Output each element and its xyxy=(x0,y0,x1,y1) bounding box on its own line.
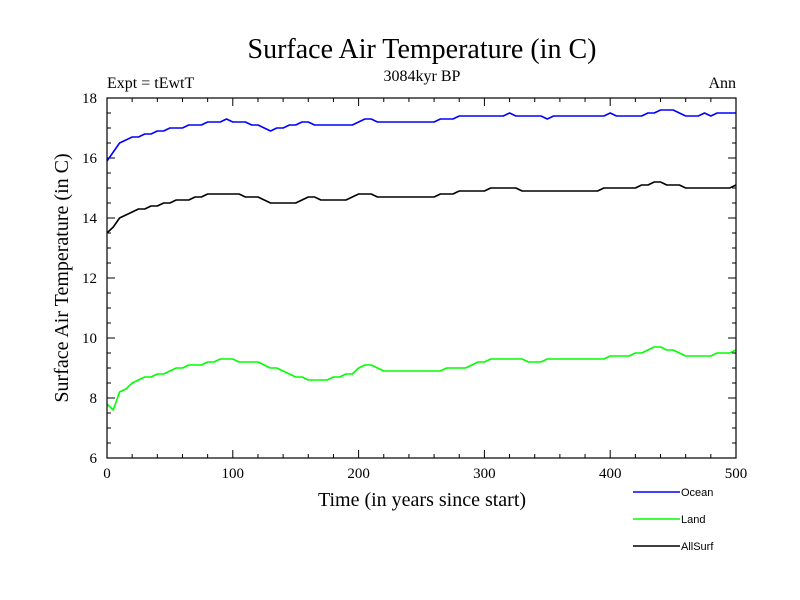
x-tick-label: 300 xyxy=(473,466,496,482)
x-tick-label: 400 xyxy=(599,466,622,482)
x-tick-label: 0 xyxy=(103,466,111,482)
series-layer xyxy=(106,109,737,411)
y-tick-label: 18 xyxy=(82,91,97,107)
legend-label-land: Land xyxy=(681,514,705,526)
x-axis-label: Time (in years since start) xyxy=(318,489,526,511)
series-line-ocean xyxy=(106,109,736,162)
y-tick-label: 8 xyxy=(90,391,98,407)
x-tick-label: 100 xyxy=(222,466,245,482)
legend-label-allsurf: AllSurf xyxy=(681,541,714,553)
legend-label-ocean: Ocean xyxy=(681,487,713,499)
y-tick-label: 16 xyxy=(82,151,98,167)
chart-title: Surface Air Temperature (in C) xyxy=(248,34,597,65)
y-tick-label: 10 xyxy=(82,331,97,347)
y-axis-label: Surface Air Temperature (in C) xyxy=(51,153,73,402)
plot-frame xyxy=(106,97,737,459)
series-line-land xyxy=(106,346,737,411)
x-tick-label: 200 xyxy=(347,466,370,482)
experiment-label: Expt = tEwtT xyxy=(107,75,194,92)
series-line-allsurf xyxy=(106,181,737,234)
y-tick-label: 6 xyxy=(90,451,98,467)
y-tick-labels: 6 8 10 12 14 16 18 xyxy=(82,91,98,467)
x-tick-labels: 0 100 200 300 400 500 xyxy=(103,466,747,482)
y-tick-label: 12 xyxy=(82,271,97,287)
y-tick-label: 14 xyxy=(82,211,98,227)
x-tick-label: 500 xyxy=(725,466,748,482)
period-label: 3084kyr BP xyxy=(384,68,461,85)
legend: Ocean Land AllSurf xyxy=(633,487,714,553)
season-label: Ann xyxy=(708,75,736,92)
